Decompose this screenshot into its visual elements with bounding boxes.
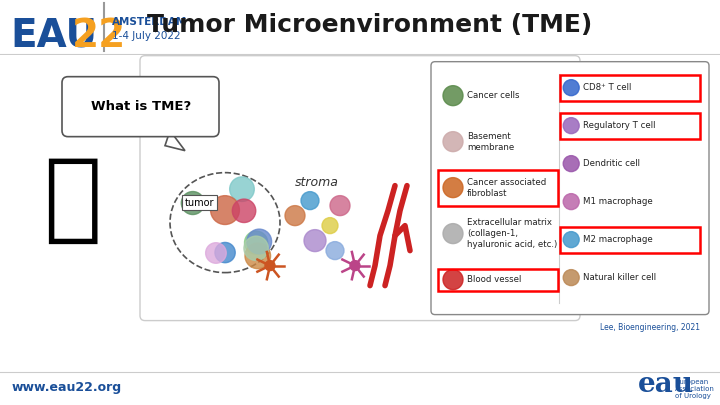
Text: tumor: tumor — [185, 198, 215, 208]
Circle shape — [265, 260, 275, 271]
Text: of Urology: of Urology — [675, 393, 711, 399]
Circle shape — [285, 206, 305, 226]
Circle shape — [304, 230, 326, 252]
FancyBboxPatch shape — [431, 62, 709, 315]
Circle shape — [443, 178, 463, 198]
Circle shape — [181, 192, 204, 215]
Text: EAU: EAU — [10, 17, 97, 55]
Circle shape — [215, 243, 235, 263]
Circle shape — [350, 260, 360, 271]
Circle shape — [563, 232, 579, 247]
Text: Cancer cells: Cancer cells — [467, 91, 520, 100]
Circle shape — [210, 196, 240, 224]
Text: Dendritic cell: Dendritic cell — [583, 159, 640, 168]
Text: Blood vessel: Blood vessel — [467, 275, 521, 284]
Text: 1-4 July 2022: 1-4 July 2022 — [112, 31, 181, 41]
Circle shape — [322, 217, 338, 234]
Text: Association: Association — [675, 386, 715, 392]
Text: Basement
membrane: Basement membrane — [467, 132, 514, 152]
Text: Lee, Bioengineering, 2021: Lee, Bioengineering, 2021 — [600, 323, 700, 332]
Text: AMSTERDAM: AMSTERDAM — [112, 17, 187, 27]
Circle shape — [245, 243, 271, 269]
Circle shape — [230, 177, 254, 201]
Circle shape — [247, 229, 271, 254]
Text: What is TME?: What is TME? — [91, 100, 191, 113]
Circle shape — [326, 242, 344, 260]
Text: M2 macrophage: M2 macrophage — [583, 235, 653, 244]
Circle shape — [244, 236, 269, 260]
Circle shape — [563, 270, 579, 286]
Circle shape — [206, 243, 226, 263]
Text: 22: 22 — [72, 17, 126, 55]
Text: Natural killer cell: Natural killer cell — [583, 273, 657, 282]
Circle shape — [245, 231, 268, 254]
Circle shape — [330, 196, 350, 215]
Polygon shape — [165, 131, 185, 151]
Circle shape — [443, 86, 463, 106]
Circle shape — [301, 192, 319, 210]
Text: Cancer associated
fibroblast: Cancer associated fibroblast — [467, 177, 546, 198]
Text: 🤷: 🤷 — [42, 154, 102, 247]
Circle shape — [563, 156, 579, 172]
Text: eau: eau — [638, 371, 694, 398]
Circle shape — [443, 224, 463, 244]
FancyBboxPatch shape — [140, 55, 580, 321]
Circle shape — [563, 194, 579, 210]
Text: www.eau22.org: www.eau22.org — [12, 381, 122, 394]
Text: CD8⁺ T cell: CD8⁺ T cell — [583, 83, 631, 92]
Circle shape — [233, 199, 256, 222]
Text: Regulatory T cell: Regulatory T cell — [583, 121, 656, 130]
Text: stroma: stroma — [295, 176, 339, 189]
Circle shape — [443, 270, 463, 290]
Text: Extracellular matrix
(collagen-1,
hyaluronic acid, etc.): Extracellular matrix (collagen-1, hyalur… — [467, 218, 557, 249]
Text: Tumor Microenvironment (TME): Tumor Microenvironment (TME) — [148, 13, 593, 37]
Text: M1 macrophage: M1 macrophage — [583, 197, 653, 206]
FancyBboxPatch shape — [62, 77, 219, 136]
Text: European: European — [675, 379, 708, 385]
Circle shape — [563, 80, 579, 96]
Circle shape — [563, 118, 579, 134]
Circle shape — [443, 132, 463, 151]
